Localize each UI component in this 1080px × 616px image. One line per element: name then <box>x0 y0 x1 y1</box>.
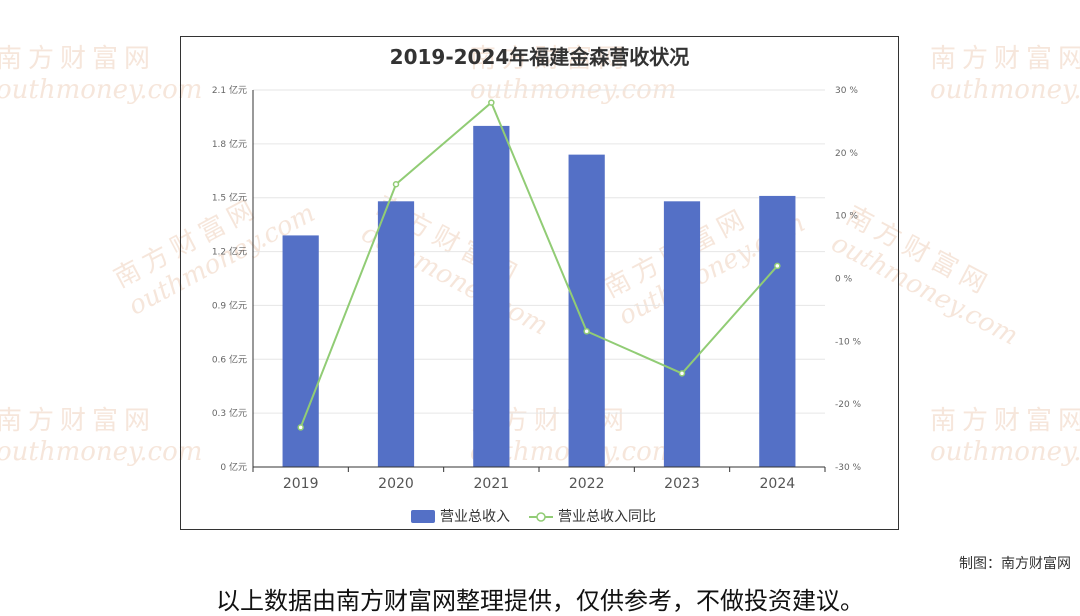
yoy-point-2019 <box>297 424 304 431</box>
left-tick-label: 1.8 亿元 <box>212 138 247 150</box>
legend-label-line: 营业总收入同比 <box>558 509 656 525</box>
right-tick-label: 10 % <box>835 212 858 222</box>
legend-label-bar: 营业总收入 <box>440 509 510 525</box>
chart-frame: 0 亿元 0.3 亿元 0.6 亿元 0.9 亿元 1.2 亿元 1.5 亿元 1.8 亿元… <box>180 36 899 530</box>
x-tick-label: 2024 <box>760 476 796 492</box>
right-tick-label: -30 % <box>835 463 862 473</box>
right-tick-label: -10 % <box>835 337 862 347</box>
left-tick-label: 1.5 亿元 <box>212 192 247 204</box>
x-tick-label: 2019 <box>283 476 319 492</box>
yoy-point-2020 <box>392 181 400 188</box>
yoy-point-2023 <box>678 370 686 377</box>
left-tick-label: 0.3 亿元 <box>212 407 247 419</box>
x-tick-label: 2023 <box>664 476 700 492</box>
watermark-top-left: 南方财富网 outhmoney.com <box>0 44 203 105</box>
bar-2022 <box>568 154 605 467</box>
left-tick-label: 2.1 亿元 <box>212 84 247 96</box>
watermark-bottom-left: 南方财富网 outhmoney.com <box>0 406 203 467</box>
chart-svg: 0 亿元 0.3 亿元 0.6 亿元 0.9 亿元 1.2 亿元 1.5 亿元 1.8 亿元… <box>212 84 862 525</box>
legend-swatch-line-marker <box>536 512 546 522</box>
x-tick-label: 2020 <box>378 476 414 492</box>
source-label: 制图：南方财富网 <box>959 556 1071 572</box>
left-tick-label: 0.6 亿元 <box>212 353 247 365</box>
legend-swatch-bar <box>411 510 435 523</box>
left-tick-label: 0 亿元 <box>220 461 247 473</box>
yoy-line <box>299 100 779 428</box>
bar-2023 <box>663 201 701 468</box>
right-tick-label: -20 % <box>835 400 862 410</box>
x-tick-label: 2022 <box>569 476 605 492</box>
right-tick-label: 0 % <box>835 275 853 285</box>
chart-title: 2019-2024年福建金森营收状况 <box>389 45 690 69</box>
bar-2021 <box>473 125 510 468</box>
left-tick-label: 1.2 亿元 <box>212 246 247 258</box>
left-tick-label: 0.9 亿元 <box>212 299 247 311</box>
yoy-point-2024 <box>774 262 781 270</box>
right-tick-label: 30 % <box>835 86 858 96</box>
bar-2020 <box>377 201 415 468</box>
yoy-point-2022 <box>583 328 590 335</box>
x-tick-label: 2021 <box>474 476 510 492</box>
yoy-point-2021 <box>488 99 495 106</box>
right-tick-label: 20 % <box>835 149 858 159</box>
disclaimer: 以上数据由南方财富网整理提供，仅供参考，不做投资建议。 <box>216 587 864 615</box>
bar-2024 <box>759 195 796 467</box>
bar-2019 <box>282 235 319 467</box>
